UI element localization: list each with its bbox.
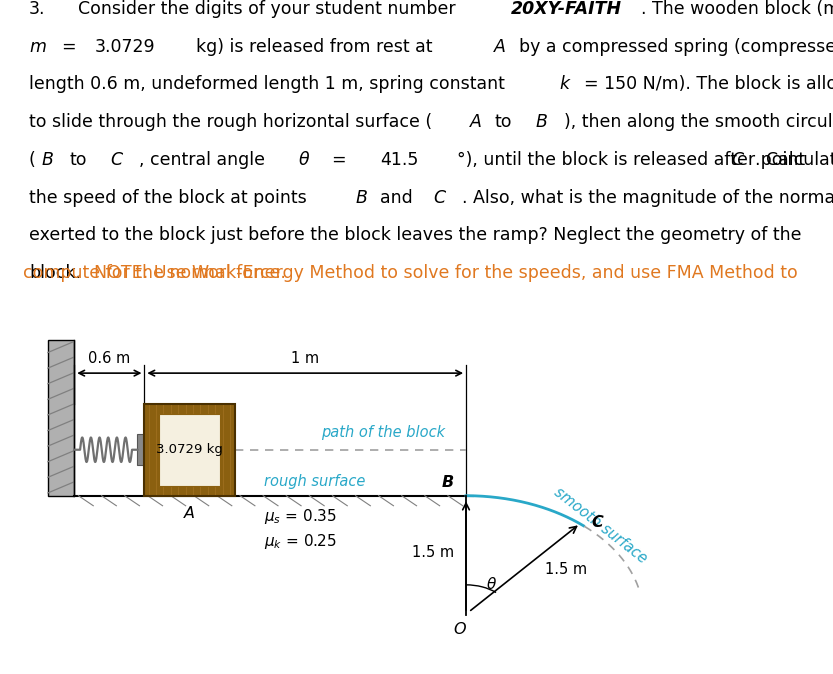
Text: . Also, what is the magnitude of the normal force: . Also, what is the magnitude of the nor… (461, 189, 833, 207)
Text: smooth surface: smooth surface (551, 485, 650, 566)
Text: compute for the normal force.: compute for the normal force. (23, 264, 286, 282)
Text: Consider the digits of your student number: Consider the digits of your student numb… (78, 0, 461, 18)
Text: C: C (591, 516, 603, 530)
Text: NOTE: Use Work-Energy Method to solve for the speeds, and use FMA Method to: NOTE: Use Work-Energy Method to solve fo… (94, 264, 798, 282)
Text: k: k (560, 75, 570, 94)
Text: block.: block. (29, 264, 81, 282)
Text: = 150 N/m). The block is allowed: = 150 N/m). The block is allowed (584, 75, 833, 94)
Text: , central angle: , central angle (139, 151, 265, 169)
Bar (144, 404, 235, 495)
Bar (137, 435, 144, 465)
Text: C: C (731, 151, 743, 169)
Text: 1 m: 1 m (292, 351, 319, 367)
Text: . The wooden block (mass: . The wooden block (mass (641, 0, 833, 18)
Text: the speed of the block at points: the speed of the block at points (29, 189, 307, 207)
Text: A: A (184, 506, 195, 521)
Text: =: = (331, 151, 346, 169)
Text: 20XY-FAITH: 20XY-FAITH (511, 0, 621, 18)
Text: 0.6 m: 0.6 m (88, 351, 131, 367)
Text: . Calculate: . Calculate (756, 151, 833, 169)
Text: 41.5: 41.5 (380, 151, 418, 169)
Text: $\mu_k$ = 0.25: $\mu_k$ = 0.25 (264, 532, 337, 551)
Text: to: to (494, 113, 511, 131)
Text: to slide through the rough horizontal surface (: to slide through the rough horizontal su… (29, 113, 432, 131)
Text: ), then along the smooth circular ramp: ), then along the smooth circular ramp (564, 113, 833, 131)
Text: exerted to the block just before the block leaves the ramp? Neglect the geometry: exerted to the block just before the blo… (29, 226, 801, 245)
Text: C: C (111, 151, 122, 169)
Text: C: C (433, 189, 445, 207)
Text: length 0.6 m, undeformed length 1 m, spring constant: length 0.6 m, undeformed length 1 m, spr… (29, 75, 505, 94)
Text: B: B (41, 151, 53, 169)
Text: A: A (470, 113, 481, 131)
Text: θ: θ (298, 151, 309, 169)
Text: B: B (356, 189, 367, 207)
Text: 1.5 m: 1.5 m (412, 545, 454, 560)
Text: by a compressed spring (compressed: by a compressed spring (compressed (519, 38, 833, 56)
Text: 1.5 m: 1.5 m (546, 562, 587, 577)
Text: kg) is released from rest at: kg) is released from rest at (197, 38, 433, 56)
Text: (: ( (29, 151, 36, 169)
Text: rough surface: rough surface (264, 474, 366, 489)
Text: =: = (62, 38, 76, 56)
Text: B: B (441, 475, 454, 490)
Text: O: O (453, 622, 466, 637)
Text: A: A (494, 38, 506, 56)
Text: °), until the block is released after point: °), until the block is released after po… (457, 151, 806, 169)
Bar (159, 414, 220, 486)
Bar (48, 340, 74, 495)
Text: to: to (70, 151, 87, 169)
Text: 3.: 3. (29, 0, 46, 18)
Text: 3.0729: 3.0729 (94, 38, 155, 56)
Text: θ: θ (486, 577, 496, 592)
Text: $\mu_s$ = 0.35: $\mu_s$ = 0.35 (264, 508, 337, 526)
Text: B: B (535, 113, 547, 131)
Text: and: and (380, 189, 412, 207)
Text: 3.0729 kg: 3.0729 kg (157, 443, 223, 456)
Text: m: m (29, 38, 46, 56)
Text: path of the block: path of the block (322, 425, 446, 439)
